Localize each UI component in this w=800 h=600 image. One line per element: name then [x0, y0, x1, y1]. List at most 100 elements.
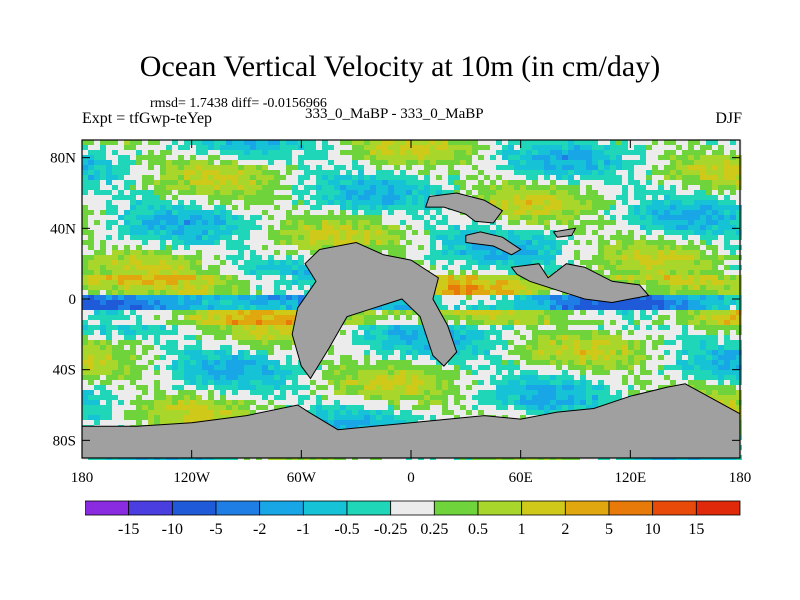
field-cell: [400, 160, 406, 165]
field-cell: [100, 240, 106, 245]
field-cell: [82, 340, 88, 345]
field-cell: [640, 215, 646, 220]
field-cell: [658, 315, 664, 320]
field-cell: [172, 280, 178, 285]
field-cell: [190, 250, 196, 255]
field-cell: [100, 175, 106, 180]
field-cell: [424, 175, 430, 180]
field-cell: [700, 325, 706, 330]
field-cell: [664, 225, 670, 230]
field-cell: [412, 350, 418, 355]
field-cell: [670, 245, 676, 250]
field-cell: [118, 335, 124, 340]
field-cell: [394, 175, 400, 180]
field-cell: [604, 205, 610, 210]
field-cell: [220, 330, 226, 335]
field-cell: [466, 170, 472, 175]
field-cell: [652, 280, 658, 285]
field-cell: [274, 275, 280, 280]
field-cell: [292, 200, 298, 205]
field-cell: [160, 345, 166, 350]
field-cell: [202, 280, 208, 285]
field-cell: [706, 260, 712, 265]
field-cell: [118, 175, 124, 180]
field-cell: [124, 365, 130, 370]
field-cell: [532, 285, 538, 290]
field-cell: [220, 325, 226, 330]
field-cell: [550, 245, 556, 250]
field-cell: [592, 345, 598, 350]
field-cell: [538, 225, 544, 230]
field-cell: [574, 190, 580, 195]
field-cell: [688, 155, 694, 160]
field-cell: [448, 300, 454, 305]
field-cell: [538, 305, 544, 310]
field-cell: [100, 275, 106, 280]
field-cell: [298, 180, 304, 185]
field-cell: [532, 305, 538, 310]
field-cell: [628, 245, 634, 250]
field-cell: [526, 285, 532, 290]
field-cell: [124, 210, 130, 215]
field-cell: [520, 230, 526, 235]
field-cell: [634, 280, 640, 285]
field-cell: [700, 150, 706, 155]
field-cell: [250, 275, 256, 280]
field-cell: [490, 230, 496, 235]
field-cell: [580, 335, 586, 340]
field-cell: [226, 295, 232, 300]
field-cell: [304, 185, 310, 190]
field-cell: [628, 220, 634, 225]
field-cell: [280, 140, 286, 145]
field-cell: [226, 345, 232, 350]
field-cell: [664, 345, 670, 350]
field-cell: [382, 315, 388, 320]
field-cell: [280, 155, 286, 160]
field-cell: [568, 145, 574, 150]
field-cell: [202, 290, 208, 295]
field-cell: [520, 335, 526, 340]
field-cell: [106, 320, 112, 325]
field-cell: [262, 240, 268, 245]
field-cell: [706, 215, 712, 220]
field-cell: [148, 150, 154, 155]
field-cell: [292, 305, 298, 310]
field-cell: [640, 140, 646, 145]
field-cell: [580, 140, 586, 145]
field-cell: [172, 260, 178, 265]
field-cell: [292, 285, 298, 290]
field-cell: [244, 190, 250, 195]
field-cell: [136, 235, 142, 240]
field-cell: [190, 180, 196, 185]
field-cell: [94, 320, 100, 325]
field-cell: [208, 335, 214, 340]
field-cell: [394, 235, 400, 240]
field-cell: [202, 175, 208, 180]
field-cell: [106, 215, 112, 220]
field-cell: [592, 335, 598, 340]
field-cell: [184, 250, 190, 255]
field-cell: [82, 225, 88, 230]
field-cell: [82, 300, 88, 305]
field-cell: [580, 175, 586, 180]
field-cell: [178, 260, 184, 265]
field-cell: [658, 165, 664, 170]
field-cell: [376, 235, 382, 240]
field-cell: [544, 305, 550, 310]
field-cell: [634, 275, 640, 280]
field-cell: [136, 330, 142, 335]
field-cell: [688, 285, 694, 290]
field-cell: [520, 285, 526, 290]
field-cell: [154, 325, 160, 330]
field-cell: [682, 250, 688, 255]
field-cell: [154, 340, 160, 345]
field-cell: [298, 165, 304, 170]
field-cell: [82, 195, 88, 200]
field-cell: [682, 335, 688, 340]
field-cell: [130, 270, 136, 275]
field-cell: [226, 365, 232, 370]
field-cell: [676, 225, 682, 230]
field-cell: [310, 155, 316, 160]
field-cell: [604, 325, 610, 330]
field-cell: [580, 260, 586, 265]
